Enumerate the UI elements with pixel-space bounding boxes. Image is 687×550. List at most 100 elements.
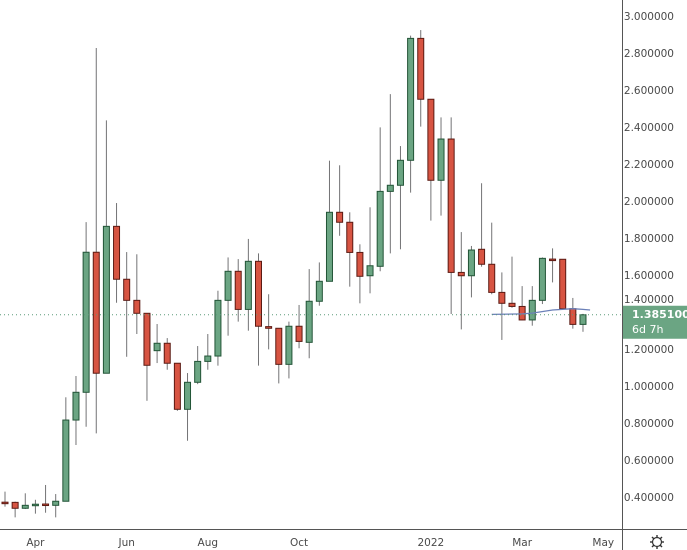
candle — [255, 253, 262, 366]
candle-body-down — [173, 362, 181, 410]
candle — [538, 257, 546, 305]
price-tick-label: 1.600000 — [624, 270, 674, 282]
candle-body-up — [407, 37, 415, 161]
candle — [275, 327, 283, 384]
candle — [194, 346, 202, 385]
candle — [528, 286, 536, 326]
candle — [52, 494, 60, 518]
candle-body-up — [214, 299, 222, 357]
candle — [113, 203, 121, 303]
candle-body-up — [538, 257, 546, 301]
candle — [224, 257, 232, 336]
candle — [184, 373, 192, 441]
price-tick-label: 2.800000 — [624, 48, 674, 60]
candle-body-up — [285, 325, 293, 365]
candle — [366, 207, 374, 294]
candle-body-up — [153, 342, 161, 352]
price-tick-label: 1.000000 — [624, 381, 674, 393]
candle-body-up — [325, 211, 333, 282]
candle — [234, 259, 242, 322]
candle-body-up — [72, 391, 80, 421]
candle — [407, 35, 415, 193]
candle — [417, 30, 425, 127]
candle — [356, 244, 364, 304]
candle-body-up — [366, 265, 374, 277]
candle-body-up — [386, 184, 394, 192]
candle — [478, 183, 486, 267]
candle — [305, 269, 313, 359]
candle — [102, 120, 110, 374]
time-tick-label: Jun — [117, 537, 134, 549]
candle-body-down — [11, 501, 19, 509]
candle-body-down — [265, 326, 273, 329]
candle-body-up — [528, 299, 536, 321]
candle-body-down — [559, 258, 567, 310]
candle-body-down — [346, 221, 354, 253]
candle — [447, 117, 455, 315]
candle-body-up — [62, 419, 70, 502]
time-tick-label: Oct — [290, 537, 308, 549]
candle-body-up — [21, 504, 29, 509]
candle-body-up — [437, 138, 445, 181]
candle — [325, 160, 333, 282]
candle — [559, 258, 567, 310]
candle-body-down — [113, 225, 121, 280]
candle — [143, 312, 151, 401]
candle-body-up — [467, 249, 475, 277]
candle — [123, 252, 131, 357]
candle — [153, 324, 161, 364]
candle — [336, 165, 344, 236]
candle-body-up — [224, 270, 232, 301]
candle-body-down — [42, 503, 50, 507]
candle — [437, 117, 445, 216]
candle-body-up — [82, 251, 90, 393]
candle — [244, 238, 252, 331]
price-tick-label: 2.400000 — [624, 122, 674, 134]
candle — [21, 493, 29, 510]
candle-body-down — [163, 342, 171, 364]
candle — [549, 248, 557, 283]
time-tick-label: Aug — [198, 537, 219, 549]
candle-body-down — [549, 258, 557, 262]
time-axis[interactable]: Apr Jun Aug Oct 2022 Mar May — [26, 537, 614, 549]
candle-body-up — [305, 300, 313, 343]
time-tick-label: Apr — [26, 537, 45, 549]
candle — [386, 94, 394, 254]
candle-body-down — [498, 291, 506, 304]
time-tick-label: 2022 — [418, 537, 445, 549]
candle — [427, 98, 435, 221]
candle-body-up — [52, 500, 60, 506]
candle-body-down — [143, 312, 151, 366]
candle — [92, 48, 100, 434]
candle-body-down — [356, 251, 364, 277]
price-tick-label: 2.000000 — [624, 196, 674, 208]
price-tick-label: 1.800000 — [624, 233, 674, 245]
candle — [579, 313, 587, 332]
price-axis[interactable]: 3.000000 2.800000 2.600000 2.400000 2.200000… — [624, 11, 674, 504]
candle-body-up — [579, 314, 587, 325]
candle — [315, 262, 323, 306]
candle-body-up — [102, 225, 110, 374]
candle-body-down — [417, 37, 425, 100]
candles-layer — [1, 30, 587, 518]
candle — [498, 272, 506, 340]
price-tick-label: 1.400000 — [624, 294, 674, 306]
price-tick-label: 3.000000 — [624, 11, 674, 23]
candle — [11, 501, 19, 518]
candle — [72, 376, 80, 446]
candle-body-down — [457, 271, 465, 277]
candle — [376, 127, 384, 272]
candle-body-up — [315, 280, 323, 302]
candle — [508, 256, 516, 308]
candle — [1, 491, 9, 507]
candle — [42, 484, 50, 513]
price-tick-label: 0.600000 — [624, 455, 674, 467]
candle — [82, 222, 90, 427]
candle — [31, 499, 39, 514]
time-tick-label: Mar — [512, 537, 532, 549]
candle-body-up — [396, 159, 404, 186]
gear-icon[interactable] — [650, 535, 664, 549]
candle — [173, 362, 181, 411]
time-tick-label: May — [592, 537, 614, 549]
